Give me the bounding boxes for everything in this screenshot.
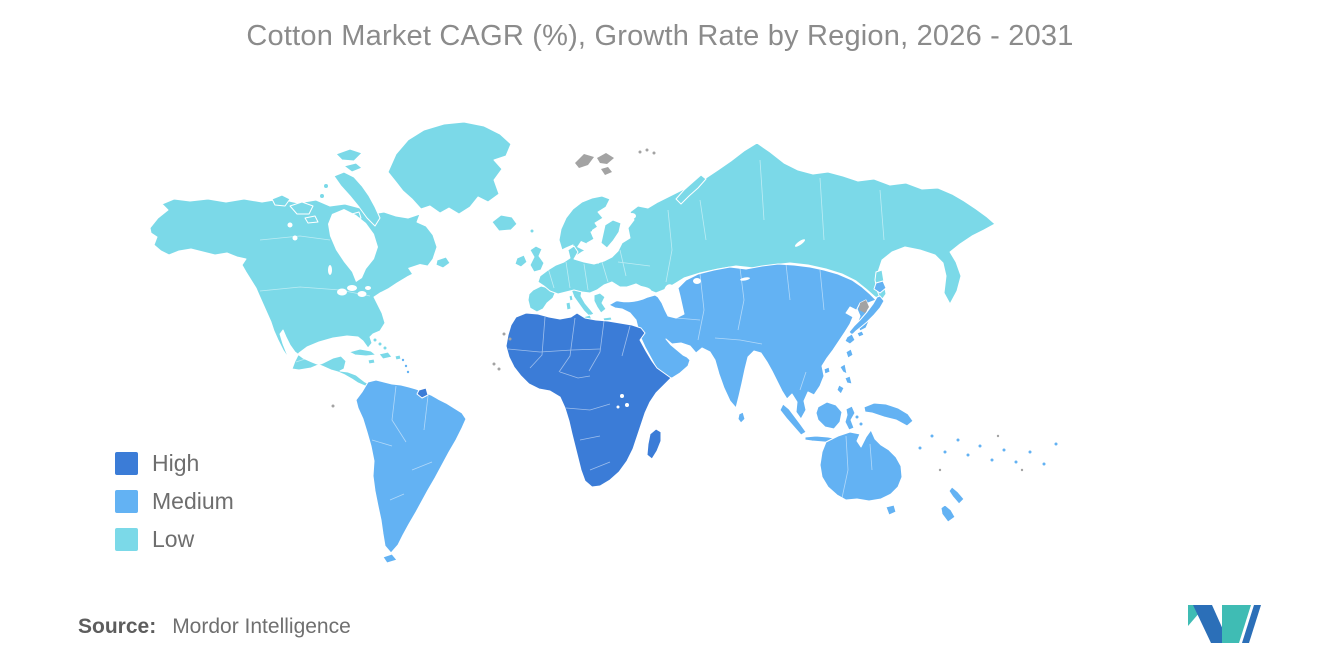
legend-label-low: Low: [152, 526, 195, 552]
region-north-korea: [859, 300, 869, 313]
legend-item-medium: Medium: [115, 488, 234, 514]
legend-label-high: High: [152, 450, 200, 476]
source-value: Mordor Intelligence: [172, 615, 351, 638]
region-south-america: [355, 358, 467, 564]
source-label: Source:: [78, 615, 157, 638]
region-greenland: [387, 121, 512, 215]
region-australia-oceania: [819, 429, 1058, 523]
legend-item-high: High: [115, 450, 234, 476]
region-french-guiana: [416, 387, 429, 399]
mordor-intelligence-logo: [1188, 605, 1261, 643]
region-europe: [491, 195, 622, 323]
region-africa: [505, 312, 672, 488]
legend-swatch-medium: [115, 490, 138, 513]
logo-shape-4: [1242, 605, 1261, 643]
legend: High Medium Low: [115, 450, 234, 566]
chart-title: Cotton Market CAGR (%), Growth Rate by R…: [246, 20, 1074, 52]
legend-item-low: Low: [115, 526, 234, 552]
legend-swatch-high: [115, 452, 138, 475]
source-line: Source: Mordor Intelligence: [78, 615, 351, 639]
logo-shape-3: [1222, 605, 1251, 643]
country-borders: [259, 159, 885, 501]
region-no-data: [331, 148, 1024, 472]
pacific-islands: [918, 434, 1058, 466]
legend-swatch-low: [115, 528, 138, 551]
legend-label-medium: Medium: [152, 488, 234, 514]
logo-shape-2: [1193, 605, 1229, 643]
